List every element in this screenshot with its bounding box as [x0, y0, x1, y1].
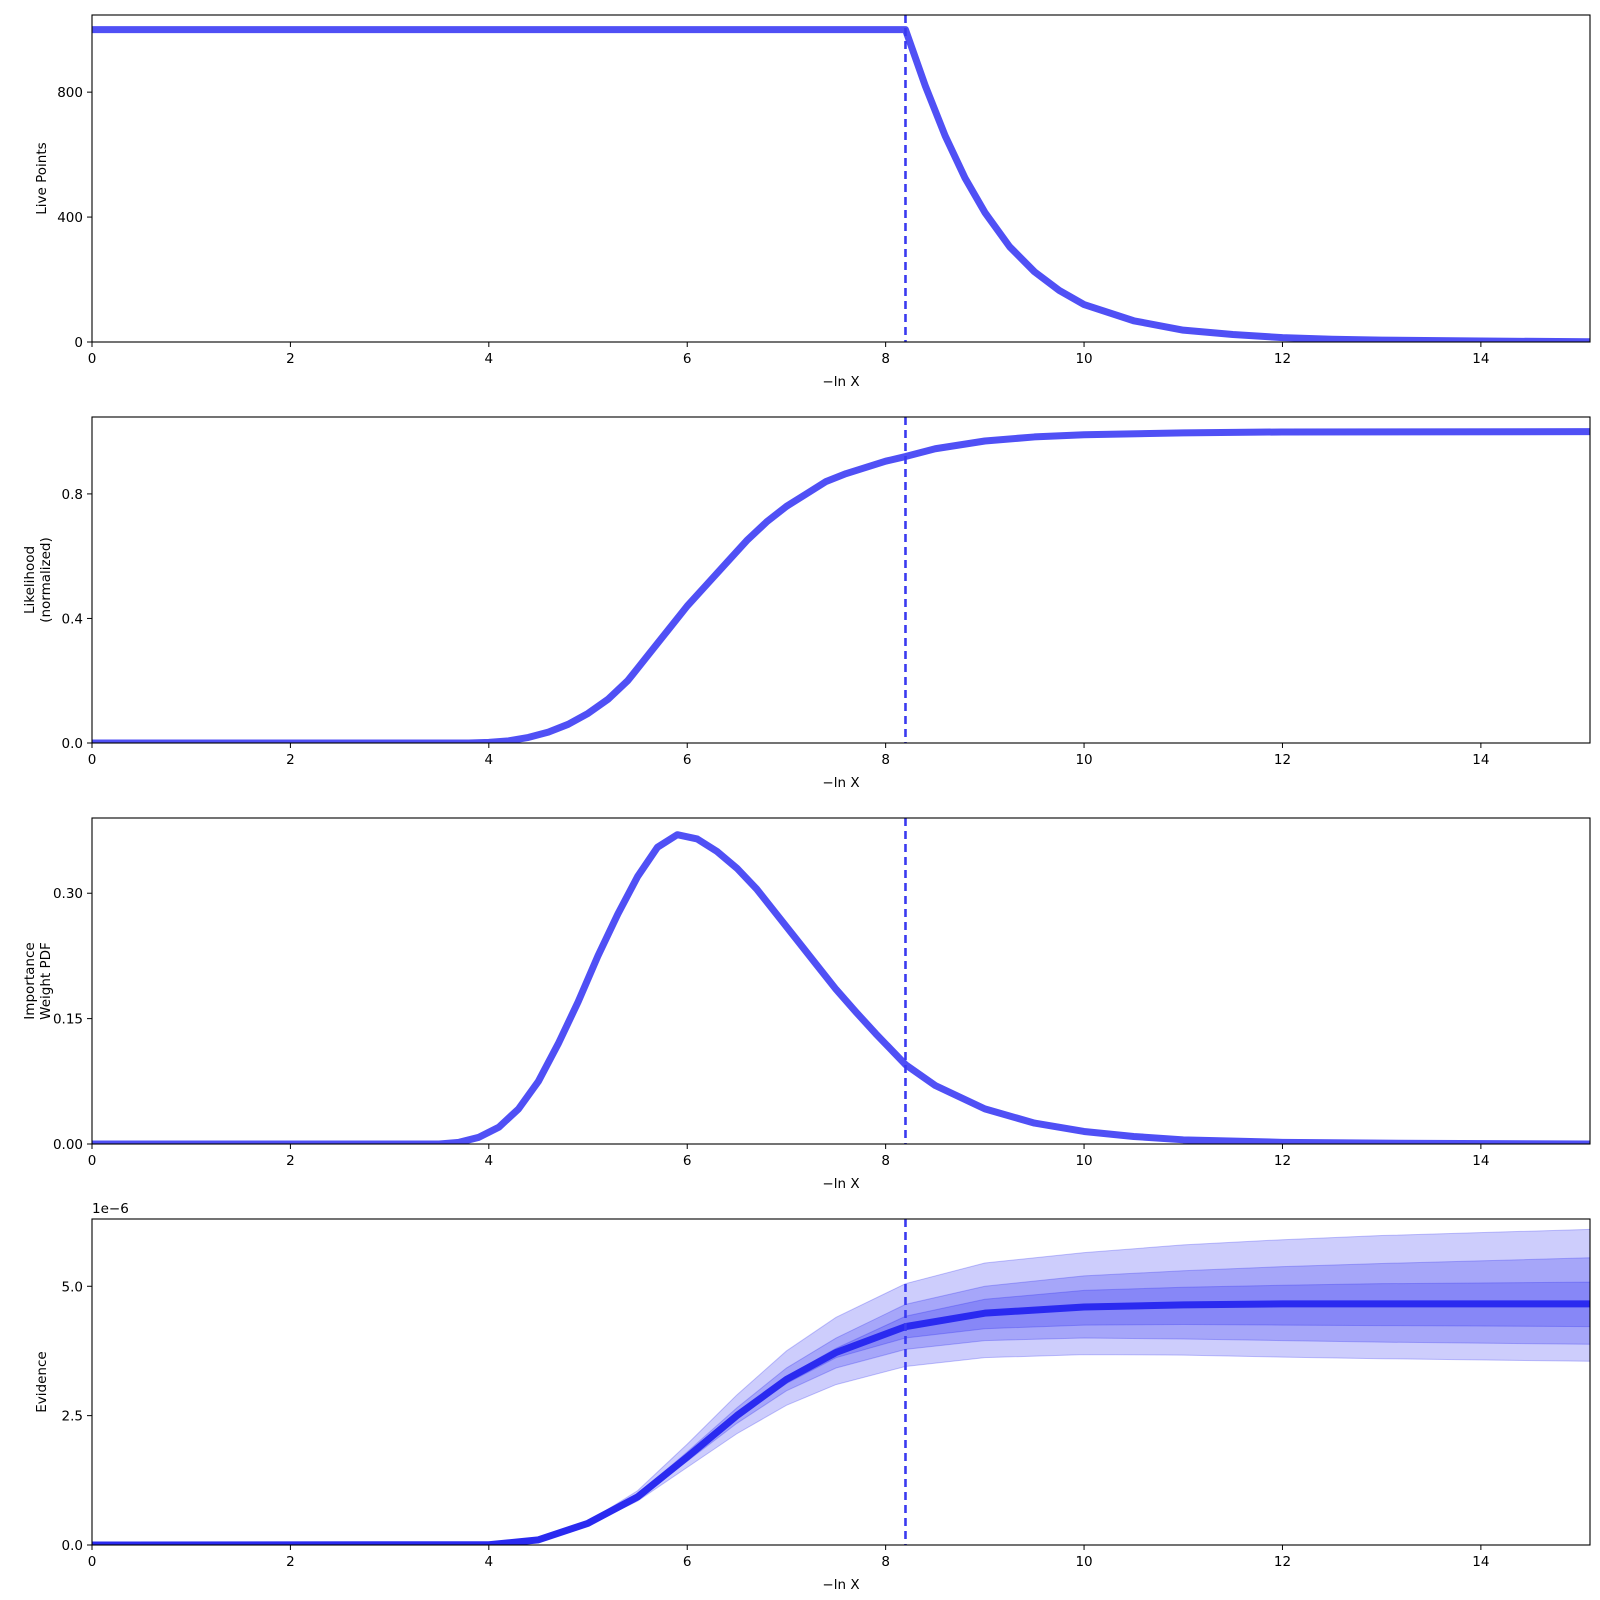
x-tick-label: 4	[485, 1554, 494, 1570]
plot-area	[92, 1219, 1590, 1545]
x-tick-label: 4	[485, 351, 494, 367]
x-tick-label: 10	[1075, 752, 1092, 768]
axes-frame	[91, 14, 1591, 343]
x-tick-label: 2	[286, 1153, 295, 1169]
y-axis-label: (normalized)	[38, 537, 54, 623]
axes-frame	[91, 817, 1591, 1145]
x-tick-label: 8	[881, 1554, 890, 1570]
x-tick-label: 8	[881, 1153, 890, 1169]
x-axis-label: −ln X	[822, 1176, 859, 1192]
y-axis-label: Likelihood	[22, 546, 38, 614]
x-tick-label: 4	[485, 752, 494, 768]
y-tick-label: 400	[57, 210, 83, 226]
x-tick-label: 8	[881, 351, 890, 367]
x-tick-label: 14	[1472, 1153, 1489, 1169]
x-axis-label: −ln X	[822, 1577, 859, 1593]
x-axis-label: −ln X	[822, 775, 859, 791]
panel-4: 0 2 4 6 8 10 12 14 0.0 2.5 5.0 −ln X Evidence 1e−6	[34, 1201, 1591, 1593]
y-tick-label: 0.30	[53, 886, 83, 902]
x-tick-label: 10	[1075, 1153, 1092, 1169]
x-tick-label: 4	[485, 1153, 494, 1169]
x-tick-label: 8	[881, 752, 890, 768]
y-tick-label: 0.00	[53, 1137, 83, 1153]
plot-area	[92, 818, 1590, 1144]
series-line	[92, 1300, 1590, 1545]
x-tick-label: 0	[88, 1153, 97, 1169]
series-line	[92, 428, 1590, 743]
plot-area	[92, 15, 1590, 342]
x-tick-label: 6	[683, 1554, 692, 1570]
y-tick-label: 5.0	[62, 1279, 83, 1295]
x-tick-label: 0	[88, 752, 97, 768]
x-tick-label: 10	[1075, 351, 1092, 367]
y-tick-label: 0	[74, 335, 83, 351]
y-tick-label: 0.0	[62, 1538, 83, 1554]
confidence-band-1	[92, 1228, 1590, 1545]
panel-1: 0 2 4 6 8 10 12 14 0 400 800 −ln X Live Points	[34, 14, 1591, 390]
x-tick-label: 14	[1472, 1554, 1489, 1570]
series-line	[92, 831, 1590, 1144]
y-offset-label: 1e−6	[92, 1201, 129, 1217]
x-tick-label: 0	[88, 351, 97, 367]
panel-2: 0 2 4 6 8 10 12 14 0.0 0.4 0.8 −ln X Likelihood (norm…	[22, 416, 1591, 791]
x-tick-label: 2	[286, 351, 295, 367]
x-tick-label: 14	[1472, 351, 1489, 367]
y-tick-label: 0.0	[62, 736, 83, 752]
axes-frame	[91, 1218, 1591, 1546]
x-tick-label: 10	[1075, 1554, 1092, 1570]
x-tick-label: 6	[683, 1153, 692, 1169]
x-tick-label: 12	[1274, 1153, 1291, 1169]
y-axis-label: Importance	[22, 942, 38, 1019]
confidence-band-2	[92, 1257, 1590, 1545]
panel-3: 0 2 4 6 8 10 12 14 0.00 0.15 0.30 −ln X Importance We…	[22, 817, 1591, 1192]
x-tick-label: 0	[88, 1554, 97, 1570]
y-axis-label: Evidence	[34, 1351, 50, 1412]
x-tick-label: 12	[1274, 351, 1291, 367]
x-tick-label: 2	[286, 752, 295, 768]
plot-area	[92, 417, 1590, 743]
y-axis-label: Weight PDF	[38, 942, 54, 1020]
x-tick-label: 6	[683, 351, 692, 367]
y-axis-label: Live Points	[34, 142, 50, 214]
y-tick-label: 0.4	[62, 611, 83, 627]
x-tick-label: 6	[683, 752, 692, 768]
x-axis-label: −ln X	[822, 374, 859, 390]
axes-frame	[91, 416, 1591, 744]
x-tick-label: 2	[286, 1554, 295, 1570]
y-tick-label: 2.5	[62, 1409, 83, 1425]
y-tick-label: 800	[57, 85, 83, 101]
y-tick-label: 0.8	[62, 487, 83, 503]
x-tick-label: 12	[1274, 1554, 1291, 1570]
y-tick-label: 0.15	[53, 1012, 83, 1028]
x-tick-label: 12	[1274, 752, 1291, 768]
x-tick-label: 14	[1472, 752, 1489, 768]
series-line	[92, 26, 1590, 342]
